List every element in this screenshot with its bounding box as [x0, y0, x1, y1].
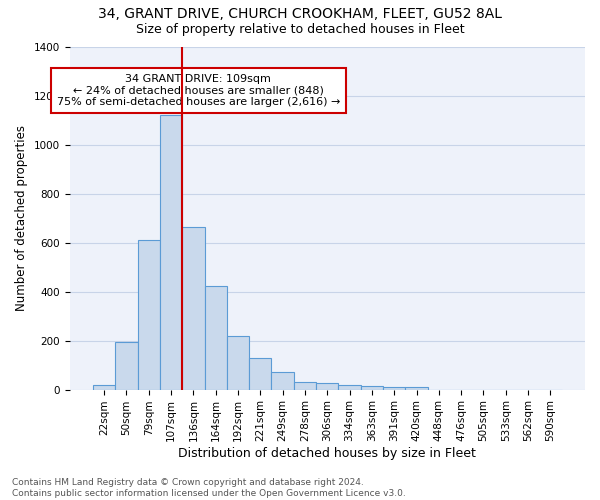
Text: 34 GRANT DRIVE: 109sqm
← 24% of detached houses are smaller (848)
75% of semi-de: 34 GRANT DRIVE: 109sqm ← 24% of detached…: [57, 74, 340, 107]
Bar: [316, 382, 338, 390]
Bar: [137, 240, 160, 390]
Bar: [115, 342, 137, 390]
Text: Contains HM Land Registry data © Crown copyright and database right 2024.
Contai: Contains HM Land Registry data © Crown c…: [12, 478, 406, 498]
Bar: [294, 382, 316, 390]
Bar: [338, 385, 361, 390]
Bar: [361, 386, 383, 390]
Text: Size of property relative to detached houses in Fleet: Size of property relative to detached ho…: [136, 22, 464, 36]
Bar: [227, 336, 249, 390]
X-axis label: Distribution of detached houses by size in Fleet: Distribution of detached houses by size …: [178, 447, 476, 460]
Bar: [249, 358, 271, 390]
Bar: [271, 372, 294, 390]
Bar: [160, 115, 182, 390]
Bar: [383, 386, 406, 390]
Y-axis label: Number of detached properties: Number of detached properties: [15, 125, 28, 311]
Text: 34, GRANT DRIVE, CHURCH CROOKHAM, FLEET, GU52 8AL: 34, GRANT DRIVE, CHURCH CROOKHAM, FLEET,…: [98, 8, 502, 22]
Bar: [93, 386, 115, 390]
Bar: [182, 226, 205, 390]
Bar: [406, 386, 428, 390]
Bar: [205, 286, 227, 390]
